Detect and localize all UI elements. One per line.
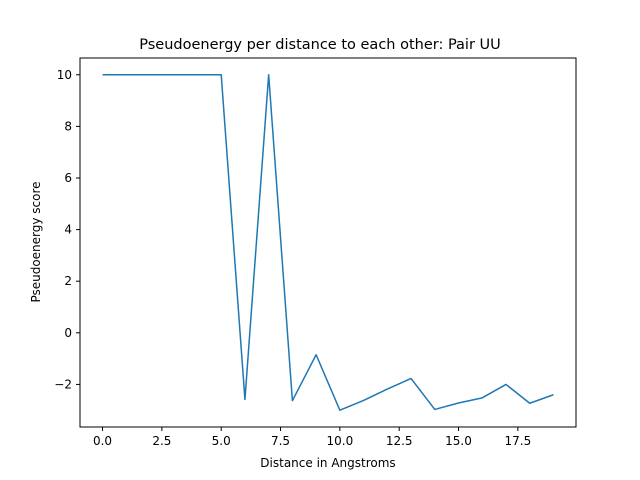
plot-area <box>102 74 554 411</box>
y-axis-ticks: −2 0 2 4 6 8 10 <box>54 68 80 391</box>
y-tick-label: −2 <box>54 377 72 391</box>
x-tick-label: 0.0 <box>93 434 112 448</box>
x-axis-label: Distance in Angstroms <box>260 456 395 470</box>
y-tick-label: 4 <box>64 223 72 237</box>
y-tick-label: 0 <box>64 326 72 340</box>
chart-title: Pseudoenergy per distance to each other:… <box>139 37 501 53</box>
x-tick-label: 7.5 <box>271 434 290 448</box>
x-tick-label: 5.0 <box>212 434 231 448</box>
y-tick-label: 2 <box>64 274 72 288</box>
y-tick-label: 8 <box>64 119 72 133</box>
y-tick-label: 6 <box>64 171 72 185</box>
axes-frame <box>79 57 577 428</box>
series-line <box>102 74 554 411</box>
x-tick-label: 17.5 <box>504 434 531 448</box>
x-tick-label: 15.0 <box>445 434 472 448</box>
x-tick-label: 12.5 <box>386 434 413 448</box>
y-tick-label: 10 <box>57 68 72 82</box>
x-axis-ticks: 0.0 2.5 5.0 7.5 10.0 12.5 15.0 17.5 <box>93 427 531 448</box>
x-tick-label: 2.5 <box>152 434 171 448</box>
y-axis-label: Pseudoenergy score <box>29 181 43 302</box>
x-tick-label: 10.0 <box>327 434 354 448</box>
